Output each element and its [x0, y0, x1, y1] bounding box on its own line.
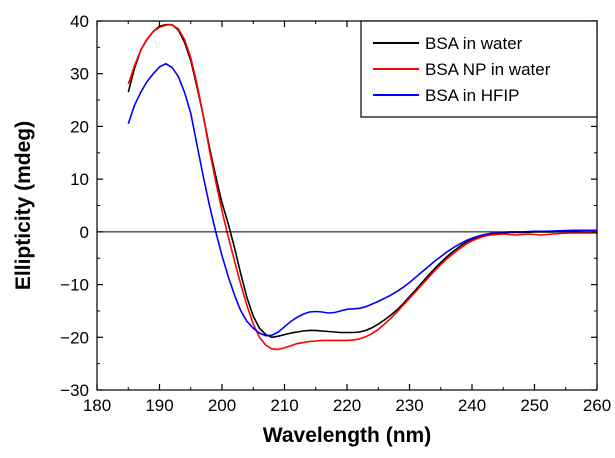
- y-tick-label: 0: [80, 223, 89, 242]
- x-tick-label: 180: [83, 396, 111, 415]
- y-tick-label: 30: [70, 65, 89, 84]
- legend-item: BSA in water: [373, 34, 523, 53]
- legend-label: BSA in HFIP: [425, 86, 519, 105]
- series-line-1: [127, 23, 597, 351]
- legend-label: BSA NP in water: [425, 60, 551, 79]
- x-tick-labels: 180 190 200 210 220 230 240 250 260: [83, 396, 611, 415]
- x-tick-label: 190: [145, 396, 173, 415]
- legend-label: BSA in water: [425, 34, 523, 53]
- series-line-2: [127, 62, 597, 337]
- x-tick-label: 240: [458, 396, 486, 415]
- y-tick-labels: −30 −20 −10 0 10 20 30 40: [60, 12, 89, 400]
- legend: BSA in water BSA NP in water BSA in HFIP: [360, 20, 598, 118]
- y-tick-label: −20: [60, 328, 89, 347]
- legend-item: BSA in HFIP: [373, 86, 519, 105]
- y-tick-label: 10: [70, 170, 89, 189]
- y-tick-label: −10: [60, 276, 89, 295]
- legend-item: BSA NP in water: [373, 60, 551, 79]
- x-tick-label: 200: [208, 396, 236, 415]
- x-axis-title: Wavelength (nm): [263, 424, 431, 447]
- x-tick-label: 210: [270, 396, 298, 415]
- x-tick-label: 230: [395, 396, 423, 415]
- y-axis-title: Ellipticity (mdeg): [12, 121, 35, 290]
- y-tick-label: 20: [70, 117, 89, 136]
- y-tick-label: −30: [60, 381, 89, 400]
- x-tick-label: 250: [520, 396, 548, 415]
- series-lines: [127, 23, 597, 351]
- y-tick-label: 40: [70, 12, 89, 31]
- x-tick-label: 220: [333, 396, 361, 415]
- x-tick-label: 260: [583, 396, 611, 415]
